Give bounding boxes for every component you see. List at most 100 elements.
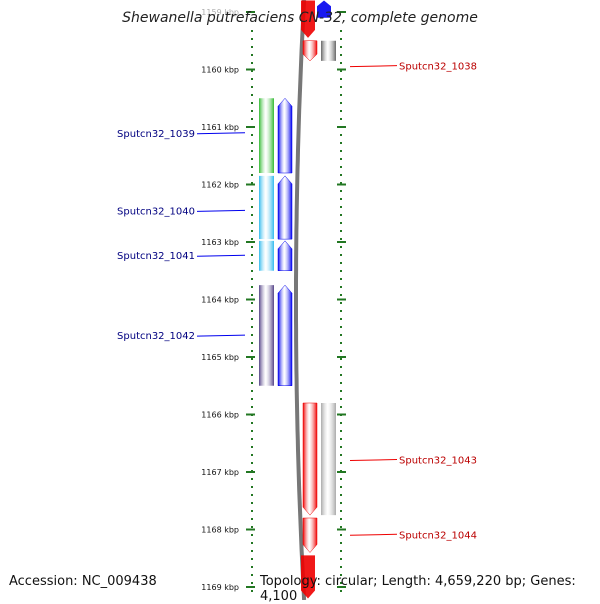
axis-dot-left bbox=[251, 70, 253, 72]
axis-dot-right bbox=[340, 534, 342, 536]
kbp-tick-label: 1161 kbp bbox=[201, 123, 239, 132]
axis-dot-right bbox=[340, 366, 342, 368]
kbp-tick-right bbox=[337, 413, 346, 416]
axis-dot-right bbox=[340, 350, 342, 352]
axis-dot-left bbox=[251, 62, 253, 64]
kbp-tick-right bbox=[337, 298, 346, 301]
axis-dot-right bbox=[340, 38, 342, 40]
axis-dot-right bbox=[340, 574, 342, 576]
axis-dot-left bbox=[251, 150, 253, 152]
axis-dot-right bbox=[340, 590, 342, 592]
axis-dot-left bbox=[251, 30, 253, 32]
gene-leader-line bbox=[196, 209, 246, 212]
axis-dot-right bbox=[340, 478, 342, 480]
kbp-tick-label: 1160 kbp bbox=[201, 66, 239, 75]
gene-leader-line bbox=[196, 334, 246, 337]
axis-dot-right bbox=[340, 174, 342, 176]
axis-dot-left bbox=[251, 94, 253, 96]
kbp-tick-left bbox=[246, 126, 255, 128]
kbp-tick-right bbox=[337, 11, 346, 13]
gene-label: Sputcn32_1043 bbox=[399, 456, 477, 467]
axis-dot-left bbox=[251, 166, 253, 168]
axis-dot-left bbox=[251, 406, 253, 408]
axis-dot-left bbox=[251, 478, 253, 480]
axis-dot-right bbox=[340, 406, 342, 408]
axis-dot-right bbox=[340, 78, 342, 80]
axis-dot-right bbox=[340, 110, 342, 112]
cog-box bbox=[321, 403, 336, 516]
kbp-tick-left bbox=[246, 298, 255, 301]
axis-dot-left bbox=[251, 486, 253, 488]
axis-dot-left bbox=[251, 206, 253, 208]
kbp-tick-left bbox=[246, 528, 255, 531]
axis-dot-left bbox=[251, 222, 253, 224]
axis-dot-left bbox=[251, 574, 253, 576]
kbp-tick-label: 1168 kbp bbox=[201, 526, 239, 535]
axis-dot-left bbox=[251, 86, 253, 88]
gene-arrow-sputcn32_1044 bbox=[302, 517, 318, 553]
kbp-tick-label: 1164 kbp bbox=[201, 296, 239, 305]
axis-dot-left bbox=[251, 558, 253, 560]
axis-dot-right bbox=[340, 214, 342, 216]
axis-dot-left bbox=[251, 238, 253, 240]
gene-label: Sputcn32_1044 bbox=[399, 530, 477, 541]
gene-leader-line bbox=[196, 254, 246, 257]
axis-dot-right bbox=[340, 222, 342, 224]
gene-label: Sputcn32_1040 bbox=[117, 206, 195, 217]
axis-dot-right bbox=[340, 278, 342, 280]
axis-dot-right bbox=[340, 510, 342, 512]
kbp-tick-label: 1162 kbp bbox=[201, 181, 239, 190]
gene-arrow-sputcn32_1043 bbox=[302, 402, 318, 516]
gene-label: Sputcn32_1042 bbox=[117, 331, 195, 342]
axis-dot-right bbox=[340, 254, 342, 256]
axis-dot-left bbox=[251, 510, 253, 512]
kbp-tick-left bbox=[246, 356, 255, 358]
axis-dot-right bbox=[340, 46, 342, 48]
gene-arrow-sputcn32_1040 bbox=[277, 175, 293, 240]
kbp-tick-right bbox=[337, 183, 346, 186]
axis-dot-left bbox=[251, 230, 253, 232]
kbp-tick-left bbox=[246, 183, 255, 186]
genome-backbone bbox=[294, 0, 307, 600]
axis-dot-left bbox=[251, 270, 253, 272]
axis-dot-left bbox=[251, 358, 253, 360]
axis-dot-left bbox=[251, 422, 253, 424]
axis-dot-right bbox=[340, 462, 342, 464]
axis-dot-left bbox=[251, 310, 253, 312]
kbp-tick-right bbox=[337, 528, 346, 531]
cog-box bbox=[259, 240, 274, 271]
axis-dot-right bbox=[340, 294, 342, 296]
gene-arrow-sputcn32_1041 bbox=[277, 240, 293, 271]
axis-dot-right bbox=[340, 342, 342, 344]
kbp-tick-left bbox=[246, 471, 255, 473]
axis-dot-left bbox=[251, 78, 253, 80]
axis-dot-left bbox=[251, 262, 253, 264]
axis-dot-left bbox=[251, 254, 253, 256]
axis-dot-right bbox=[340, 286, 342, 288]
axis-dot-right bbox=[340, 142, 342, 144]
axis-dot-right bbox=[340, 62, 342, 64]
kbp-tick-right bbox=[337, 356, 346, 358]
axis-dot-left bbox=[251, 46, 253, 48]
axis-dot-left bbox=[251, 174, 253, 176]
kbp-tick-right bbox=[337, 241, 346, 243]
kbp-tick-left bbox=[246, 241, 255, 243]
kbp-tick-left bbox=[246, 586, 255, 588]
partial-gene-arrow bbox=[317, 0, 331, 18]
axis-dot-left bbox=[251, 462, 253, 464]
axis-dot-right bbox=[340, 206, 342, 208]
axis-dot-right bbox=[340, 334, 342, 336]
kbp-tick-label: 1159 kbp bbox=[201, 8, 239, 17]
axis-dot-left bbox=[251, 214, 253, 216]
axis-dot-right bbox=[340, 190, 342, 192]
axis-dot-right bbox=[340, 486, 342, 488]
axis-dot-left bbox=[251, 318, 253, 320]
gene-arrow-sputcn32_1039 bbox=[277, 97, 293, 174]
axis-dot-left bbox=[251, 502, 253, 504]
axis-dot-right bbox=[340, 390, 342, 392]
cog-box bbox=[259, 175, 274, 240]
axis-dot-left bbox=[251, 342, 253, 344]
axis-dot-left bbox=[251, 334, 253, 336]
axis-dot-right bbox=[340, 310, 342, 312]
